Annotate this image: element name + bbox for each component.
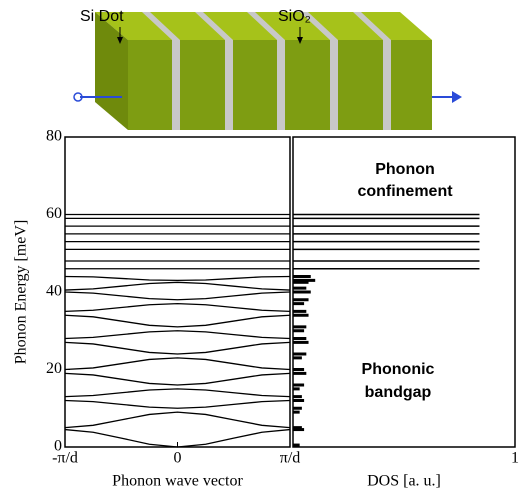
x-tick-label: 0 bbox=[174, 450, 182, 467]
dispersion-band bbox=[64, 357, 291, 371]
pointer-head bbox=[117, 37, 123, 44]
y-tick-label: 0 bbox=[54, 438, 62, 455]
x-axis-label: DOS [a. u.] bbox=[367, 473, 441, 490]
plot-frame bbox=[64, 136, 291, 448]
dispersion-band bbox=[64, 411, 291, 429]
oxide-stripes bbox=[142, 12, 391, 130]
contact bbox=[73, 92, 83, 102]
y-axis-label: Phonon Energy [meV] bbox=[13, 220, 30, 365]
dispersion-band bbox=[64, 291, 291, 301]
y-tick-label: 20 bbox=[46, 360, 62, 377]
dispersion-band bbox=[64, 302, 291, 313]
dispersion-band bbox=[64, 275, 291, 282]
x-tick-label: π/d bbox=[280, 450, 301, 467]
dispersion-band bbox=[64, 388, 291, 398]
nanowire-diagram: Si Dot SiO₂ bbox=[73, 8, 462, 130]
annotation: confinement bbox=[357, 183, 453, 200]
dispersion-band bbox=[64, 399, 291, 409]
y-tick-label: 80 bbox=[46, 128, 62, 145]
arrow-head bbox=[452, 91, 462, 103]
dispersion-band bbox=[64, 314, 291, 328]
dispersion-band bbox=[64, 372, 291, 386]
dot-label: Si Dot bbox=[80, 8, 124, 25]
x-tick-label: -π/d bbox=[52, 450, 78, 467]
annotation: Phonon bbox=[375, 161, 435, 178]
dispersion-band bbox=[64, 341, 291, 355]
x-tick-label: 1 bbox=[511, 450, 519, 467]
pointer-head bbox=[297, 37, 303, 44]
y-tick-label: 60 bbox=[46, 205, 62, 222]
dispersion-band bbox=[64, 330, 291, 340]
annotation: bandgap bbox=[365, 384, 432, 401]
x-axis-label: Phonon wave vector bbox=[112, 473, 243, 490]
oxide-label: SiO₂ bbox=[278, 8, 311, 25]
y-tick-label: 40 bbox=[46, 283, 62, 300]
annotation: Phononic bbox=[362, 361, 435, 378]
dispersion-band bbox=[64, 428, 291, 448]
dispersion-band bbox=[64, 281, 291, 291]
